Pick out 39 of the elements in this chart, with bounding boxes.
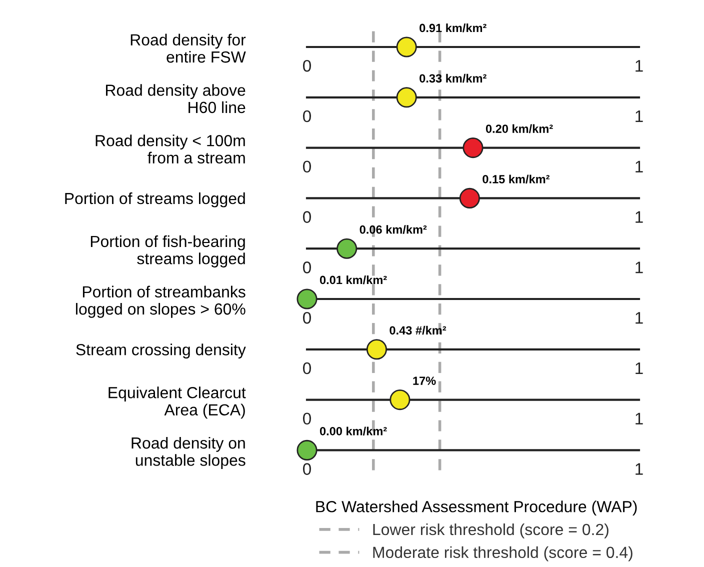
annotation: 0.00 km/km²: [320, 426, 387, 436]
legend-label: Moderate risk threshold (score = 0.4): [373, 546, 632, 562]
legend-label: Lower risk threshold (score = 0.2): [373, 523, 608, 538]
x-tick-label: 1: [636, 362, 643, 374]
x-tick-label: 0: [303, 463, 311, 475]
x-tick-label: 1: [636, 262, 643, 274]
x-tick-label: 1: [636, 463, 643, 475]
annotation: 17%: [413, 376, 436, 385]
y-tick-label: Stream crossing density: [76, 344, 246, 358]
annotation: 0.91 km/km²: [420, 23, 486, 32]
y-tick-label: Equivalent Clearcut Area (ECA): [108, 386, 246, 419]
x-tick-label: 0: [303, 362, 311, 374]
legend-title: BC Watershed Assessment Procedure (WAP): [316, 500, 637, 516]
x-tick-label: 0: [303, 262, 311, 274]
x-tick-label: 0: [303, 60, 311, 72]
y-tick-label: Portion of streams logged: [65, 192, 245, 208]
x-tick-label: 1: [636, 160, 643, 172]
x-tick-label: 0: [303, 160, 311, 173]
y-tick-label: Road density < 100m from a stream: [96, 134, 245, 164]
y-tick-label: Portion of streambanks logged on slopes > 60%: [76, 286, 246, 318]
y-tick-label: Portion of fish-bearing streams logged: [90, 235, 245, 268]
y-tick-label: Road density above H60 line: [106, 84, 246, 114]
x-tick-label: 1: [636, 60, 643, 72]
x-tick-label: 1: [636, 110, 643, 122]
x-tick-label: 1: [636, 211, 643, 223]
annotation: 0.20 km/km²: [486, 124, 553, 134]
x-tick-label: 1: [636, 412, 643, 424]
y-tick-label: Road density for entire FSW: [130, 34, 246, 63]
annotation: 0.15 km/km²: [482, 174, 550, 184]
annotation: 0.01 km/km²: [320, 275, 387, 284]
x-tick-label: 0: [303, 312, 311, 324]
x-tick-label: 1: [636, 312, 643, 324]
x-tick-label: 0: [303, 110, 311, 122]
annotation: 0.33 km/km²: [420, 74, 486, 83]
annotation: 0.43 #/km²: [390, 326, 446, 335]
x-tick-label: 0: [303, 211, 311, 223]
annotation: 0.06 km/km²: [360, 225, 427, 234]
y-tick-label: Road density on unstable slopes: [132, 436, 246, 470]
x-tick-label: 0: [303, 412, 311, 425]
